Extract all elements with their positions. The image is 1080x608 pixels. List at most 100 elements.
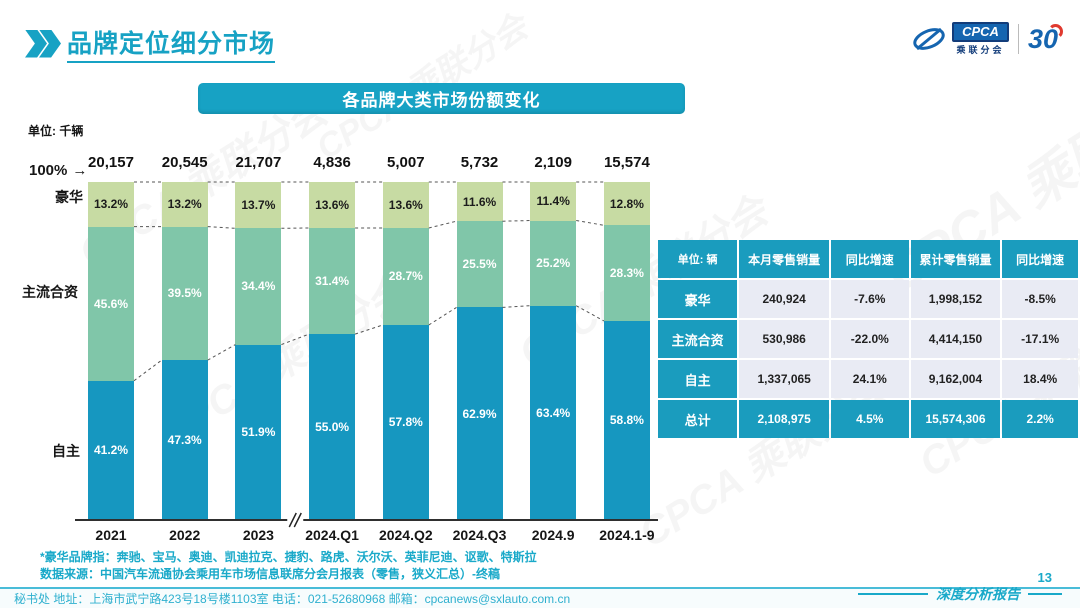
table-cell: 1,337,065: [739, 360, 829, 398]
footnote-data-source: 数据来源：中国汽车流通协会乘用车市场信息联席分会月报表（零售，狭义汇总）-终稿: [40, 567, 500, 581]
table-row: 自主 1,337,065 24.1% 9,162,004 18.4%: [658, 360, 1078, 398]
bar-total-label: 15,574: [603, 154, 650, 171]
table-cell: 18.4%: [1002, 360, 1078, 398]
bar-total-label: 20,545: [161, 154, 208, 171]
cpca-wordmark: CPCA: [952, 22, 1009, 42]
logo-group: CPCA 乘联分会 30: [910, 22, 1064, 56]
table-cell: 15,574,306: [910, 400, 1001, 438]
chevron-icon: [39, 29, 61, 58]
bar-segment: 62.9%: [456, 307, 503, 520]
table-cell: -8.5%: [1002, 280, 1078, 318]
bar-column: 13.7% 34.4% 51.9%: [235, 182, 282, 520]
bar-total-label: 20,157: [88, 154, 134, 171]
bar-segment: 34.4%: [235, 228, 282, 345]
table-header-cell: 累计零售销量: [910, 240, 1001, 278]
x-tick-label: 2023: [242, 527, 274, 543]
table-cell: 1,998,152: [910, 280, 1001, 318]
summary-table: 单位: 辆本月零售销量 同比增速 累计零售销量 同比增速 豪华 240,924 -7.6% 1…: [656, 238, 1080, 440]
table-header-cell: 本月零售销量: [739, 240, 829, 278]
bar-total-label: 5,732: [460, 154, 499, 171]
hundred-percent-label: 100%: [29, 162, 87, 179]
bar-segment: 57.8%: [382, 324, 429, 520]
table-cell: 9,162,004: [910, 360, 1001, 398]
bar-total-label: 2,109: [534, 154, 572, 171]
bar-column: 13.2% 39.5% 47.3%: [161, 182, 208, 520]
table-cell: 24.1%: [831, 360, 909, 398]
x-tick-label: 2024.1-9: [599, 527, 655, 543]
section-banner-title: 各品牌大类市场份额变化: [342, 91, 541, 110]
cpca-logo: CPCA 乘联分会: [952, 22, 1009, 56]
bar-segment: 51.9%: [235, 344, 282, 520]
table-unit-header: 单位: 辆: [658, 240, 738, 278]
bar-segment: 31.4%: [309, 227, 356, 335]
table-cell: -7.6%: [831, 280, 909, 318]
report-type-label: 深度分析报告: [936, 588, 1020, 603]
bar-total-label: 21,707: [235, 154, 282, 171]
table-cell: 2.2%: [1002, 400, 1078, 438]
page-title: 品牌定位细分市场: [67, 24, 276, 63]
table-row: 总计 2,108,975 4.5% 15,574,306 2.2%: [658, 400, 1078, 438]
bar-segment: 58.8%: [603, 320, 650, 520]
arrow-right-icon: [67, 162, 87, 179]
table-cell: -22.0%: [831, 320, 909, 358]
table-header-cell: 同比增速: [1002, 240, 1078, 278]
section-banner: 各品牌大类市场份额变化: [198, 83, 685, 114]
table-row-label: 主流合资: [658, 320, 738, 358]
bar-segment: 25.5%: [456, 221, 503, 308]
table-cell: 530,986: [739, 320, 829, 358]
table-cell: 240,924: [739, 280, 829, 318]
table-row-label: 豪华: [658, 280, 738, 318]
x-tick-label: 2021: [95, 527, 127, 543]
page-number: 13: [1037, 570, 1052, 585]
bar-column: 13.2% 45.6% 41.2%: [88, 182, 134, 520]
bar-segment: 11.6%: [456, 182, 503, 222]
footnote-luxury-brands: *豪华品牌指：奔驰、宝马、奥迪、凯迪拉克、捷豹、路虎、沃尔沃、英菲尼迪、讴歌、特…: [40, 550, 537, 564]
table-row: 主流合资 530,986 -22.0% 4,414,150 -17.1%: [658, 320, 1078, 358]
table-cell: -17.1%: [1002, 320, 1078, 358]
table-cell: 4.5%: [831, 400, 909, 438]
secretariat-bar: 秘书处 地址：上海市武宁路423号18号楼1103室 电话：021-526809…: [0, 587, 1080, 608]
anniversary-30-logo: 30: [1027, 24, 1064, 54]
decorative-line: [1028, 593, 1062, 595]
bar-column: 11.4% 25.2% 63.4%: [530, 182, 577, 520]
logo-divider: [1017, 24, 1019, 54]
x-tick-label: 2024.Q1: [305, 527, 359, 543]
bar-segment: 45.6%: [88, 226, 134, 381]
x-tick-label: 2024.Q3: [452, 527, 507, 543]
bar-segment: 28.3%: [603, 225, 650, 321]
bar-segment: 12.8%: [603, 182, 650, 226]
series-label-domestic: 自主: [52, 443, 80, 459]
bar-segment: 47.3%: [161, 360, 208, 520]
cpca-swoosh-icon: [913, 27, 945, 51]
bar-segment: 13.7%: [235, 182, 282, 229]
bar-column: 12.8% 28.3% 58.8%: [603, 182, 650, 520]
bar-segment: 25.2%: [530, 220, 577, 306]
header: 品牌定位细分市场: [25, 24, 276, 63]
table-row: 豪华 240,924 -7.6% 1,998,152 -8.5%: [658, 280, 1078, 318]
x-tick-label: 2024.9: [531, 527, 575, 543]
bar-column: 13.6% 31.4% 55.0%: [309, 182, 356, 520]
table-row-label: 自主: [658, 360, 738, 398]
x-tick-label: 2024.Q2: [378, 527, 433, 543]
decorative-line: [858, 593, 928, 595]
bar-column: 13.6% 28.7% 57.8%: [382, 182, 429, 520]
cpca-subtitle: 乘联分会: [956, 45, 1005, 55]
report-tag: 深度分析报告: [858, 584, 1062, 604]
hundred-percent-text: 100%: [29, 162, 68, 179]
x-tick-label: 2022: [169, 527, 201, 543]
bar-segment: 13.2%: [161, 182, 208, 227]
bar-segment: 13.2%: [88, 182, 134, 227]
bar-segment: 55.0%: [309, 334, 356, 520]
secretariat-info: 秘书处 地址：上海市武宁路423号18号楼1103室 电话：021-526809…: [14, 592, 571, 606]
bar-total-label: 4,836: [313, 154, 351, 171]
bar-segment: 13.6%: [382, 182, 429, 228]
bar-segment: 39.5%: [161, 226, 208, 361]
bar-segment: 11.4%: [530, 182, 577, 221]
bar-segment: 28.7%: [382, 227, 429, 325]
chevron-icon: [25, 29, 47, 58]
bar-column: 11.6% 25.5% 62.9%: [456, 182, 503, 520]
table-cell: 2,108,975: [739, 400, 829, 438]
bar-segment: 13.6%: [309, 182, 356, 228]
series-label-mainstream-jv: 主流合资: [22, 284, 78, 300]
